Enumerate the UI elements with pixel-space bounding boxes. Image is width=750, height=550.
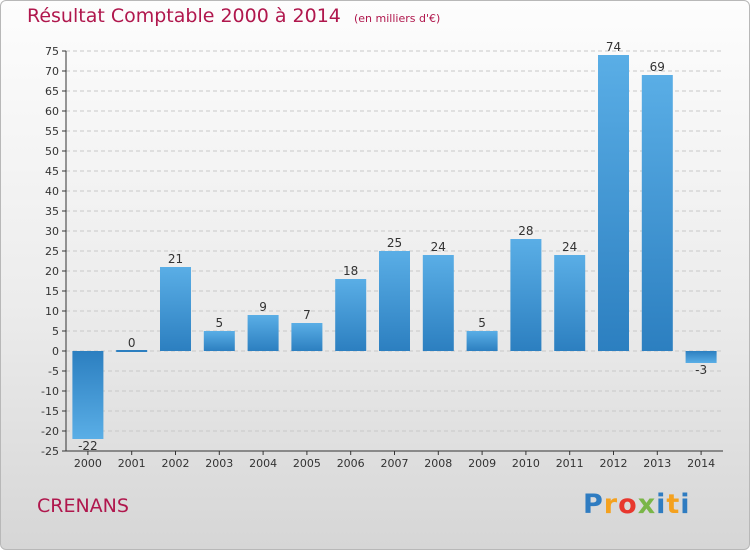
x-tick-label: 2005 xyxy=(293,457,321,470)
y-tick-label: -25 xyxy=(41,445,59,458)
chart-title-main: Résultat Comptable 2000 à 2014 xyxy=(27,5,341,27)
x-tick-label: 2001 xyxy=(118,457,146,470)
x-tick-label: 2012 xyxy=(600,457,628,470)
x-tick-label: 2007 xyxy=(381,457,409,470)
bar xyxy=(160,267,191,351)
logo-letter: t xyxy=(666,489,681,520)
y-tick-label: 15 xyxy=(45,285,59,298)
bar xyxy=(510,239,542,351)
y-tick-label: 55 xyxy=(45,125,59,138)
bar xyxy=(247,315,279,351)
bar xyxy=(641,75,673,351)
bar xyxy=(335,279,367,351)
data-label: 9 xyxy=(259,300,267,314)
y-tick-label: 45 xyxy=(45,165,59,178)
x-tick-label: 2000 xyxy=(74,457,102,470)
x-tick-label: 2014 xyxy=(687,457,715,470)
proxiti-logo: Proxiti xyxy=(583,489,691,520)
bar xyxy=(685,351,717,363)
data-label: 25 xyxy=(387,236,402,250)
y-tick-label: 65 xyxy=(45,85,59,98)
y-tick-label: 20 xyxy=(45,265,59,278)
bar xyxy=(466,331,498,351)
y-tick-label: 50 xyxy=(45,145,59,158)
data-label: 69 xyxy=(650,60,665,74)
data-label: -22 xyxy=(78,439,98,453)
x-tick-label: 2010 xyxy=(512,457,540,470)
data-label: 7 xyxy=(303,308,311,322)
y-tick-label: 35 xyxy=(45,205,59,218)
y-tick-label: -5 xyxy=(48,365,59,378)
x-tick-label: 2008 xyxy=(424,457,452,470)
x-tick-label: 2011 xyxy=(556,457,584,470)
y-tick-label: 10 xyxy=(45,305,59,318)
y-tick-label: 25 xyxy=(45,245,59,258)
bar xyxy=(598,55,629,351)
x-tick-label: 2013 xyxy=(643,457,671,470)
x-tick-label: 2006 xyxy=(337,457,365,470)
logo-letter: r xyxy=(603,489,619,520)
bar xyxy=(422,255,454,351)
logo-letter: i xyxy=(680,489,691,520)
y-tick-label: 5 xyxy=(52,325,59,338)
data-label: 24 xyxy=(562,240,577,254)
bar xyxy=(554,255,586,351)
x-tick-label: 2003 xyxy=(205,457,233,470)
x-tick-label: 2009 xyxy=(468,457,496,470)
logo-letter: o xyxy=(618,489,638,520)
x-tick-label: 2004 xyxy=(249,457,277,470)
y-tick-label: 70 xyxy=(45,65,59,78)
bar xyxy=(72,351,104,439)
data-label: 74 xyxy=(606,40,621,54)
logo-letter: P xyxy=(583,489,604,520)
y-tick-label: 30 xyxy=(45,225,59,238)
y-tick-label: -20 xyxy=(41,425,59,438)
chart-subtitle: (en milliers d'€) xyxy=(353,12,441,25)
data-label: -3 xyxy=(695,363,707,377)
data-label: 5 xyxy=(215,316,223,330)
data-label: 0 xyxy=(128,336,136,350)
y-tick-label: 0 xyxy=(52,345,59,358)
commune-name: CRENANS xyxy=(37,495,129,517)
y-tick-label: 60 xyxy=(45,105,59,118)
data-label: 28 xyxy=(518,224,533,238)
chart-title: Résultat Comptable 2000 à 2014 (en milli… xyxy=(27,5,440,27)
y-tick-label: -15 xyxy=(41,405,59,418)
y-tick-label: 40 xyxy=(45,185,59,198)
y-tick-label: 75 xyxy=(45,45,59,58)
x-tick-label: 2002 xyxy=(162,457,190,470)
y-tick-label: -10 xyxy=(41,385,59,398)
data-label: 24 xyxy=(431,240,446,254)
logo-letter: x xyxy=(637,489,657,520)
data-label: 18 xyxy=(343,264,358,278)
bar xyxy=(379,251,410,351)
data-label: 21 xyxy=(168,252,183,266)
bar xyxy=(291,323,323,351)
data-label: 5 xyxy=(478,316,486,330)
logo-letter: i xyxy=(656,489,667,520)
bar xyxy=(203,331,235,351)
